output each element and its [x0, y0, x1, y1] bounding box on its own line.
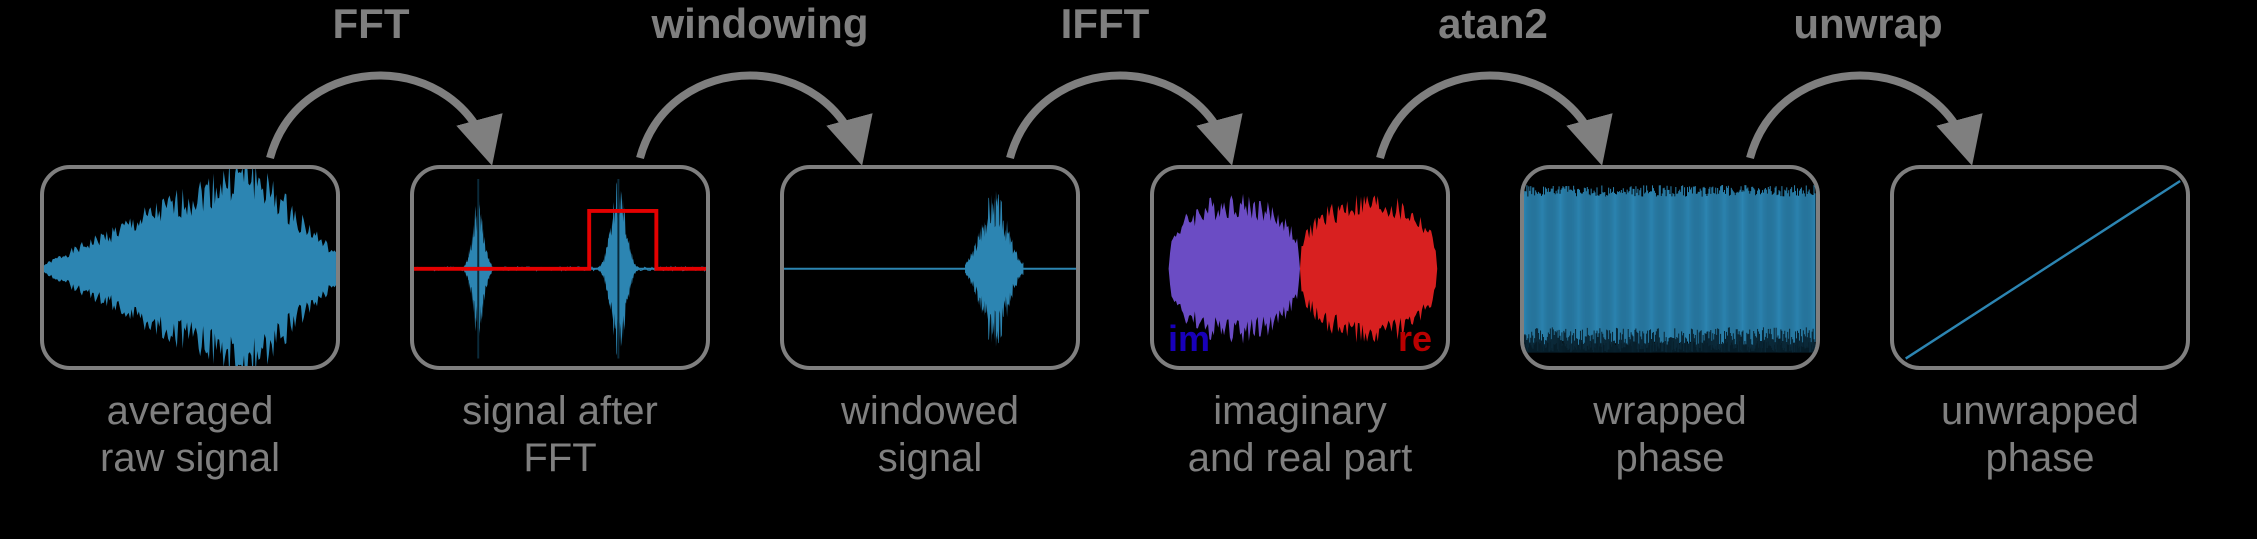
caption-4: imaginaryand real part	[1150, 388, 1450, 482]
caption-1: averagedraw signal	[40, 388, 340, 482]
op-label-fft: FFT	[296, 0, 446, 48]
panel-wrapped	[1520, 165, 1820, 370]
plot-windowed	[784, 169, 1076, 369]
plot-unwrapped	[1894, 169, 2186, 369]
caption-2: signal afterFFT	[410, 388, 710, 482]
stage-1: averagedraw signal	[40, 165, 340, 482]
stage-4: im re imaginaryand real part	[1150, 165, 1450, 482]
panel-fft	[410, 165, 710, 370]
panel-windowed	[780, 165, 1080, 370]
caption-5: wrappedphase	[1520, 388, 1820, 482]
plot-raw-signal	[44, 169, 336, 369]
panel-raw-signal	[40, 165, 340, 370]
op-label-ifft: IFFT	[1030, 0, 1180, 48]
plot-wrapped	[1524, 169, 1816, 369]
plot-fft	[414, 169, 706, 369]
op-label-unwrap: unwrap	[1768, 0, 1968, 48]
stage-5: wrappedphase	[1520, 165, 1820, 482]
panel-unwrapped	[1890, 165, 2190, 370]
legend-re: re	[1398, 318, 1432, 360]
stage-3: windowedsignal	[780, 165, 1080, 482]
stage-6: unwrappedphase	[1890, 165, 2190, 482]
legend-im: im	[1168, 318, 1210, 360]
op-label-windowing: windowing	[630, 0, 890, 48]
op-label-atan2: atan2	[1408, 0, 1578, 48]
caption-6: unwrappedphase	[1890, 388, 2190, 482]
caption-3: windowedsignal	[780, 388, 1080, 482]
stage-2: signal afterFFT	[410, 165, 710, 482]
panel-im-re: im re	[1150, 165, 1450, 370]
